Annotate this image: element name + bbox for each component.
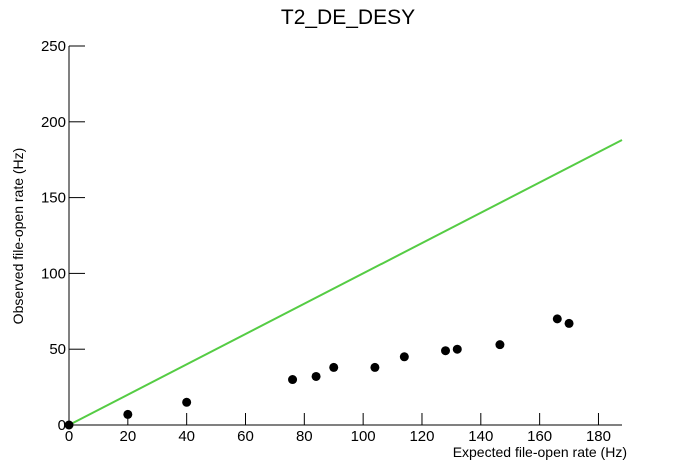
x-tick-label: 100 — [351, 428, 376, 445]
x-tick-label: 180 — [586, 428, 611, 445]
x-tick-label: 20 — [119, 428, 136, 445]
reference-line — [68, 139, 623, 426]
point — [441, 346, 451, 356]
point — [552, 314, 562, 324]
y-tick-label: 250 — [41, 38, 66, 55]
point — [370, 362, 380, 372]
point — [311, 371, 321, 381]
x-tick-label: 120 — [409, 428, 434, 445]
x-tick-label: 40 — [178, 428, 195, 445]
y-tick-label: 150 — [41, 190, 66, 207]
point — [495, 340, 505, 350]
point — [64, 420, 74, 430]
point — [182, 397, 192, 407]
y-axis-label: Observed file-open rate (Hz) — [10, 148, 26, 325]
point — [123, 409, 133, 419]
point — [452, 344, 462, 354]
y-tick-label: 100 — [41, 265, 66, 282]
chart-title: T2_DE_DESY — [281, 6, 415, 29]
point — [329, 362, 339, 372]
x-tick-label: 60 — [237, 428, 254, 445]
x-tick-label: 160 — [527, 428, 552, 445]
y-tick-label: 200 — [41, 114, 66, 131]
x-axis-label: Expected file-open rate (Hz) — [453, 444, 627, 460]
x-tick-label: 80 — [296, 428, 313, 445]
point — [564, 318, 574, 328]
x-tick-label: 0 — [65, 428, 73, 445]
point — [399, 352, 409, 362]
x-tick-label: 140 — [468, 428, 493, 445]
y-tick-label: 50 — [49, 341, 66, 358]
point — [288, 375, 298, 385]
y-tick-label: 0 — [58, 417, 66, 434]
